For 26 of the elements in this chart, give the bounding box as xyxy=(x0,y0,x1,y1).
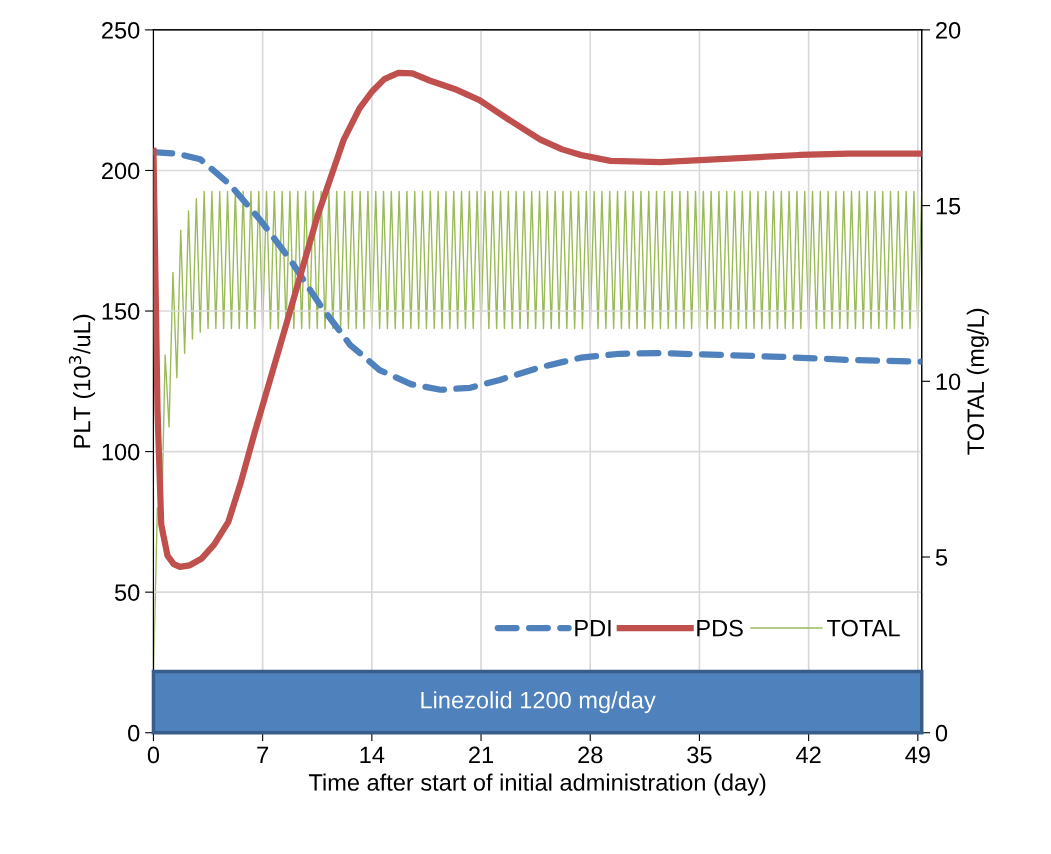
x-tick-label: 35 xyxy=(687,746,712,764)
legend-label: TOTAL xyxy=(827,619,900,637)
y2-tick-label: 15 xyxy=(936,197,961,215)
y-tick-label: 150 xyxy=(102,303,140,320)
y-axis-title: PLT (10$^{3}$/uL) xyxy=(68,314,96,448)
y-tick-label: 100 xyxy=(102,443,140,461)
y-tick-label: 250 xyxy=(102,21,140,39)
x-tick-label: 0 xyxy=(147,746,160,764)
y-tick-label: 50 xyxy=(114,584,140,601)
y2-tick-label: 0 xyxy=(935,724,948,742)
x-tick-label: 7 xyxy=(257,746,269,764)
y2-tick-label: 10 xyxy=(936,373,961,391)
legend-label: PDS xyxy=(697,619,743,637)
x-tick-label: 28 xyxy=(578,746,603,764)
y2-axis-title: TOTAL (mg/L) xyxy=(966,308,989,455)
x-axis-title: Time after start of initial administration (day) xyxy=(308,773,766,796)
x-tick-label: 21 xyxy=(469,746,494,764)
band-label: Linezolid 1200 mg/day xyxy=(421,691,656,714)
legend-label: PDI xyxy=(575,620,611,637)
y2-tick-label: 5 xyxy=(935,549,948,566)
x-tick-label: 42 xyxy=(796,746,821,764)
x-tick-label: 49 xyxy=(905,746,930,764)
y-tick-label: 200 xyxy=(102,162,140,180)
x-tick-label: 14 xyxy=(360,746,385,764)
y-tick-label: 0 xyxy=(128,724,140,742)
y2-tick-label: 20 xyxy=(936,21,961,39)
